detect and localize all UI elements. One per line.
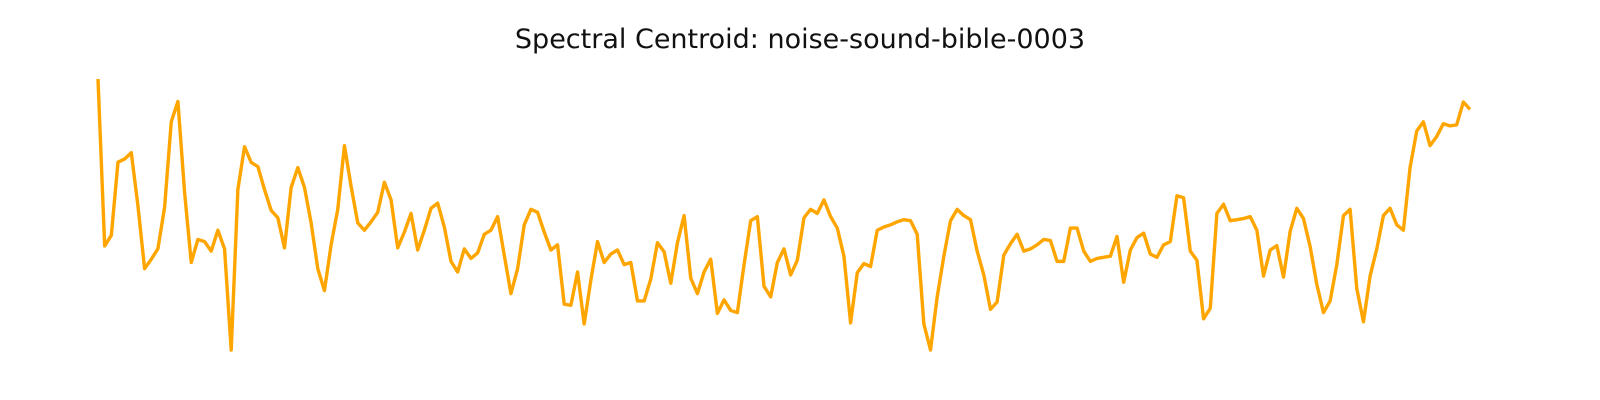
series-line: [96, 78, 1472, 352]
chart-title: Spectral Centroid: noise-sound-bible-000…: [514, 24, 1086, 55]
